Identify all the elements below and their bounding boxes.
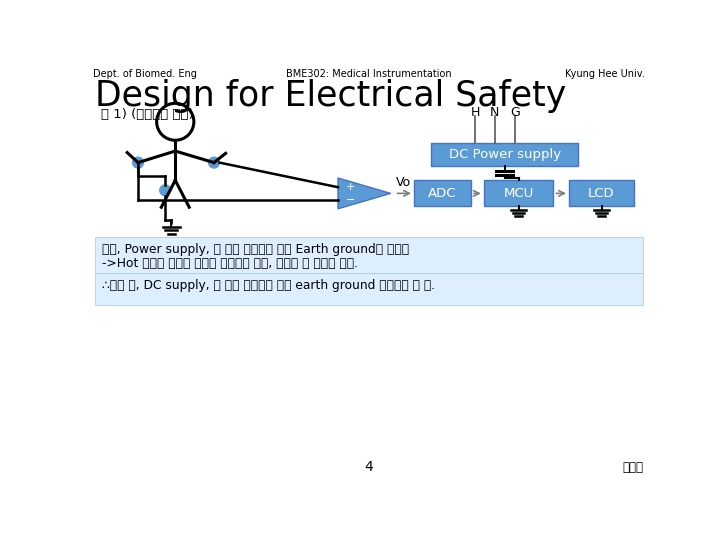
- Text: 원지혜: 원지혜: [622, 462, 644, 475]
- Text: ADC: ADC: [428, 187, 457, 200]
- Text: 환자, Power supply, 그 밖에 회로들을 모두 Earth ground로 연결함: 환자, Power supply, 그 밖에 회로들을 모두 Earth gro…: [102, 244, 410, 256]
- Text: 4: 4: [364, 461, 374, 475]
- Circle shape: [132, 157, 143, 168]
- Text: DC Power supply: DC Power supply: [449, 148, 561, 161]
- Text: G: G: [510, 106, 520, 119]
- FancyBboxPatch shape: [484, 180, 554, 206]
- Text: H: H: [470, 106, 480, 119]
- Text: N: N: [490, 106, 499, 119]
- Text: Design for Electrical Safety: Design for Electrical Safety: [94, 79, 566, 113]
- Text: −: −: [346, 195, 355, 205]
- FancyBboxPatch shape: [94, 273, 644, 305]
- Text: Vo: Vo: [396, 176, 411, 189]
- Text: Dept. of Biomed. Eng: Dept. of Biomed. Eng: [93, 70, 197, 79]
- FancyBboxPatch shape: [414, 180, 472, 206]
- FancyBboxPatch shape: [431, 143, 578, 166]
- FancyBboxPatch shape: [94, 237, 644, 273]
- Circle shape: [209, 157, 220, 168]
- FancyBboxPatch shape: [569, 180, 634, 206]
- Polygon shape: [338, 178, 391, 209]
- Text: BME302: Medical Instrumentation: BME302: Medical Instrumentation: [286, 70, 452, 79]
- Text: +: +: [346, 182, 355, 192]
- Text: ∴환자 몸, DC supply, 그 밖의 전자회로 모두 earth ground 연결되면 안 됨.: ∴환자 몸, DC supply, 그 밖의 전자회로 모두 earth gro…: [102, 279, 436, 292]
- Text: Kyung Hee Univ.: Kyung Hee Univ.: [565, 70, 645, 79]
- Text: ->Hot 부분이 환자의 머리와 연결되는 경우, 감전사 할 위험이 있다.: ->Hot 부분이 환자의 머리와 연결되는 경우, 감전사 할 위험이 있다.: [102, 256, 359, 269]
- Circle shape: [160, 185, 171, 195]
- Text: MCU: MCU: [503, 187, 534, 200]
- Text: LCD: LCD: [588, 187, 615, 200]
- Text: 예 1) (안전하지 않음): 예 1) (안전하지 않음): [101, 108, 194, 121]
